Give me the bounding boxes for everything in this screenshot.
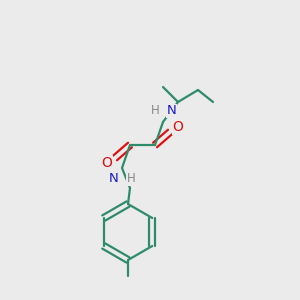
Text: O: O: [172, 120, 183, 134]
Text: N: N: [167, 104, 177, 118]
Text: O: O: [102, 156, 112, 170]
Text: N: N: [108, 172, 118, 185]
Text: H: H: [151, 104, 160, 118]
Text: H: H: [127, 172, 136, 185]
